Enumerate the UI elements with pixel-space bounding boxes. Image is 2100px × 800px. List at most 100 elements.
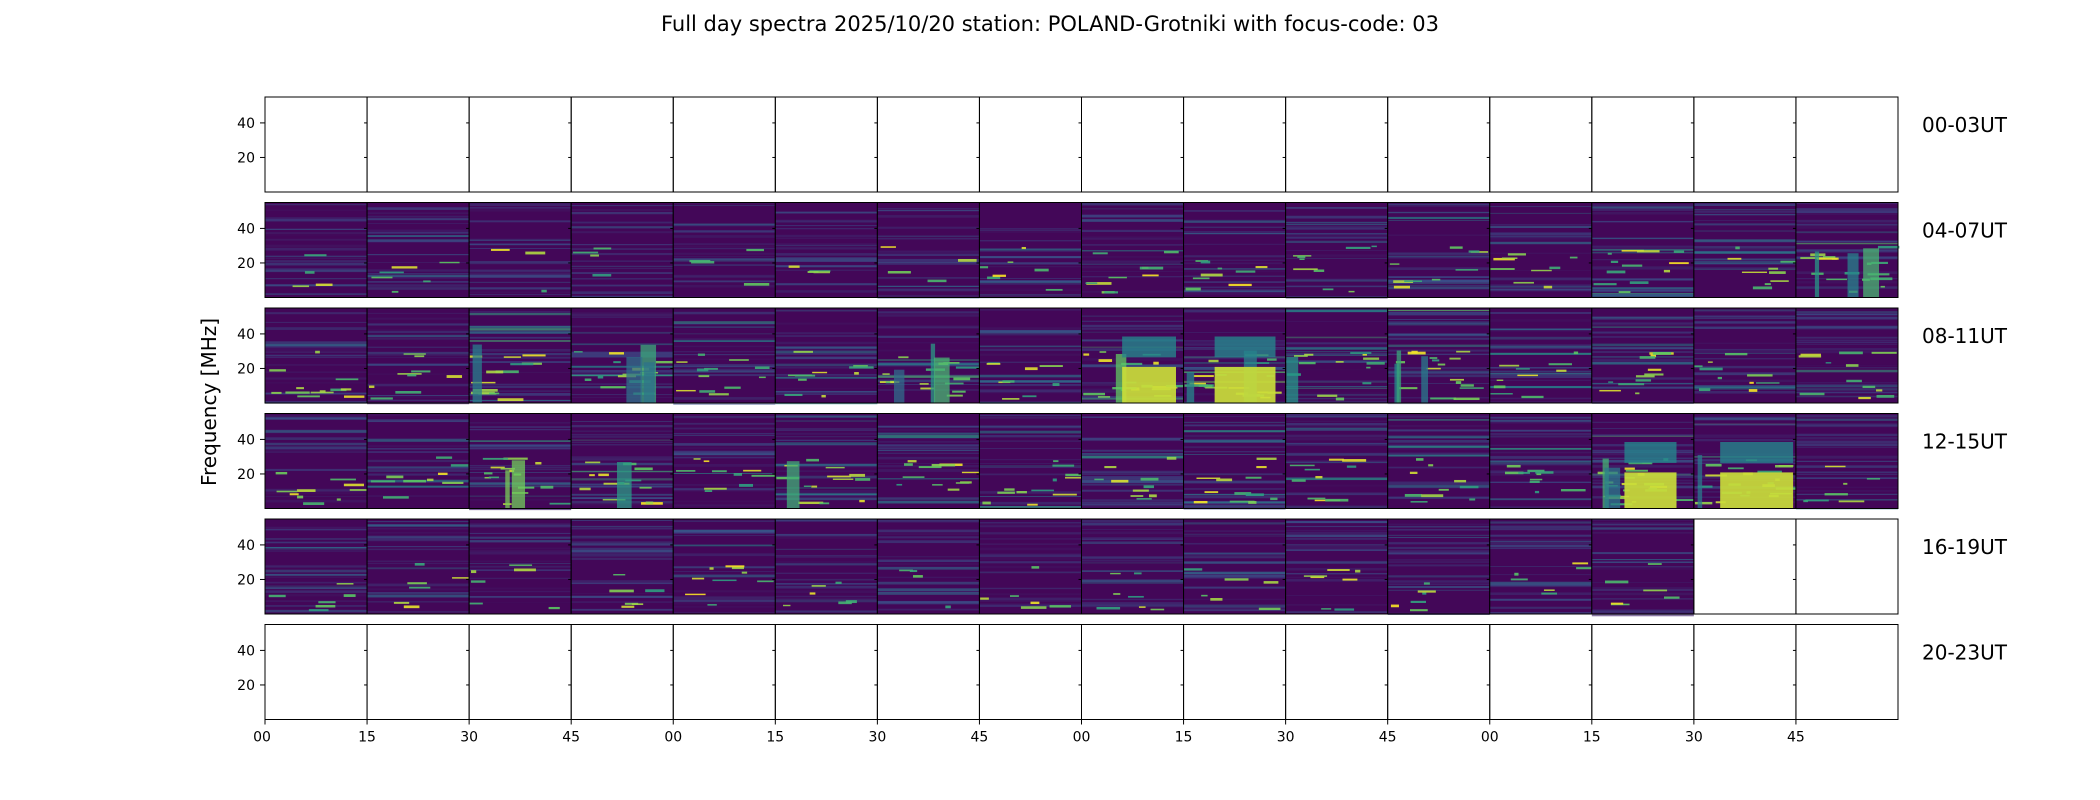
spectra-row: 20 40 12-15UT: [237, 413, 2008, 511]
spectrogram-panel: [570, 307, 681, 404]
spectrogram-panel: [978, 413, 1087, 509]
spectrogram-panel: [774, 518, 878, 615]
row-label: 04-07UT: [1922, 219, 2008, 243]
panel-frame: [1693, 96, 1797, 193]
x-tick-label: 45: [562, 730, 580, 746]
panel-frame: [1387, 624, 1491, 720]
spectrogram-panel: [468, 202, 572, 298]
spectrogram-panel: [1387, 202, 1491, 298]
panel-frame: [876, 96, 980, 193]
spectrogram-panel: [1693, 307, 1797, 404]
spectrogram-panel: [1387, 518, 1491, 615]
spectrogram-panel: [1489, 307, 1593, 404]
spectrogram-panel: [1795, 413, 1899, 510]
x-tick-label: 00: [253, 730, 271, 746]
spectrogram-panel: [1387, 413, 1491, 509]
y-tick-label: 40: [237, 327, 255, 343]
spectrogram-panel: [1489, 413, 1593, 509]
x-tick-label: 00: [664, 730, 682, 746]
panel-frame: [1693, 518, 1797, 615]
spectrogram-panel: [978, 307, 1082, 404]
spectrogram-panel: [468, 518, 572, 615]
spectrogram-panel: [264, 624, 368, 720]
spectrogram-panel: [1693, 413, 1801, 509]
spectrogram-panel: [1183, 96, 1287, 193]
spectra-rows: 20 40 00-03UT 20 40 04-07UT 20 40 08-11UT 20 40 12-…: [237, 96, 2008, 720]
panel-frame: [1387, 96, 1491, 193]
spectrogram-panel: [1081, 202, 1185, 299]
spectrogram-panel: [1081, 624, 1185, 720]
spectrogram-panel: [876, 96, 980, 193]
spectrogram-panel: [774, 96, 878, 193]
x-tick-label: 45: [1379, 730, 1397, 746]
spectrogram-panel: [366, 307, 470, 405]
spectrogram-panel: [1183, 413, 1287, 510]
panel-frame: [1081, 96, 1185, 193]
panel-frame: [876, 624, 980, 720]
spectrogram-panel: [1285, 307, 1389, 404]
spectrogram-panel: [672, 96, 776, 193]
panel-frame: [1693, 624, 1797, 720]
row-label: 00-03UT: [1922, 113, 2008, 137]
spectrogram-panel: [1387, 307, 1491, 405]
spectrogram-panel: [1795, 624, 1899, 720]
spectrogram-panel: [1693, 96, 1797, 193]
spectrogram-panel: [1489, 518, 1602, 615]
spectrogram-panel: [1183, 518, 1287, 615]
spectrogram-panel: [264, 96, 368, 193]
spectrogram-panel: [1285, 96, 1389, 193]
panel-frame: [1795, 518, 1899, 615]
panel-frame: [366, 96, 470, 193]
spectrogram-panel: [1489, 96, 1593, 193]
spectrogram-panel: [876, 518, 980, 615]
spectrogram-panel: [1285, 413, 1389, 509]
spectrogram-panel: [264, 413, 371, 509]
spectrogram-panel: [468, 307, 572, 404]
spectra-row: 20 40 08-11UT: [237, 307, 2008, 405]
spectrogram-panel: [570, 624, 674, 720]
spectrogram-panel: [1081, 96, 1185, 193]
spectrogram-panel: [1795, 202, 1900, 298]
spectrogram-panel: [1387, 624, 1491, 720]
y-tick-label: 40: [237, 432, 255, 448]
panel-frame: [1795, 202, 1899, 298]
spectrogram-panel: [774, 413, 878, 509]
y-tick-label: 20: [237, 361, 255, 377]
spectra-row: 20 40 04-07UT: [237, 202, 2008, 299]
spectrogram-panel: [1489, 202, 1593, 298]
spectrogram-panel: [570, 413, 674, 509]
x-tick-label: 30: [1277, 730, 1295, 746]
spectrogram-panel: [468, 624, 572, 720]
spectrogram-panel: [366, 518, 478, 615]
spectrogram-panel: [1795, 96, 1899, 193]
spectrogram-panel: [774, 307, 878, 405]
x-tick-label: 30: [868, 730, 886, 746]
spectrogram-panel: [366, 413, 470, 509]
panel-frame: [978, 96, 1082, 193]
panel-frame: [468, 96, 572, 193]
panel-frame: [1183, 96, 1287, 193]
spectrogram-panel: [366, 624, 470, 720]
spectrogram-panel: [1591, 413, 1695, 509]
spectrogram-panel: [468, 96, 572, 193]
spectrogram-panel: [1693, 624, 1797, 720]
panel-frame: [264, 624, 368, 720]
spectrogram-panel: [264, 518, 368, 615]
x-tick-label: 45: [971, 730, 989, 746]
panel-frame: [366, 624, 470, 720]
spectrogram-panel: [1285, 518, 1389, 615]
panel-frame: [1795, 96, 1899, 193]
y-tick-label: 40: [237, 116, 255, 132]
panel-frame: [672, 624, 776, 720]
spectrogram-panel: [1795, 307, 1899, 404]
spectrogram-panel: [1591, 96, 1695, 193]
panel-frame: [774, 624, 878, 720]
y-tick-label: 20: [237, 467, 255, 483]
spectrogram-panel: [1591, 624, 1695, 720]
y-tick-label: 40: [237, 538, 255, 554]
spectrogram-panel: [1183, 202, 1287, 298]
panel-frame: [774, 96, 878, 193]
panel-frame: [1591, 96, 1695, 193]
panel-frame: [570, 96, 674, 193]
panel-frame: [1795, 624, 1899, 720]
